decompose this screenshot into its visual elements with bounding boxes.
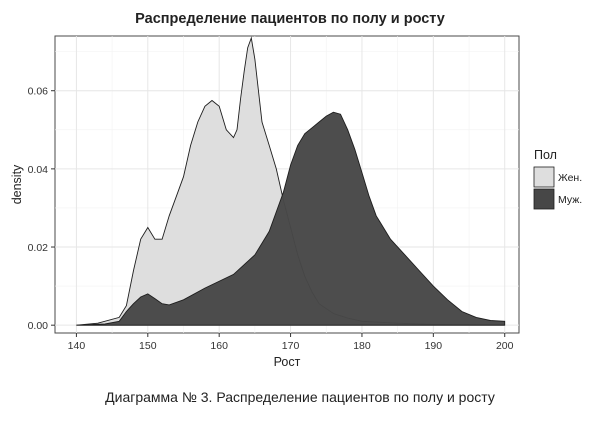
legend-label: Муж.	[558, 194, 582, 206]
axes: 140 150 160 170 180 190 200 0.00 0.02 0.04 0.06	[28, 86, 514, 352]
legend-swatch	[533, 166, 555, 188]
x-tick-label: 140	[68, 340, 86, 352]
x-tick-label: 170	[282, 340, 300, 352]
x-tick-label: 180	[353, 340, 371, 352]
y-tick-label: 0.04	[28, 164, 49, 176]
x-axis-title: Рост	[274, 355, 301, 369]
legend-title: Пол	[534, 148, 557, 162]
y-axis-title: density	[10, 164, 24, 204]
y-tick-label: 0.02	[28, 242, 49, 254]
chart-container: Распределение пациентов по полу и росту …	[10, 11, 582, 369]
x-tick-label: 200	[496, 340, 514, 352]
x-tick-label: 160	[210, 340, 228, 352]
y-tick-label: 0.00	[28, 320, 49, 332]
density-areas	[76, 36, 506, 326]
x-tick-label: 150	[139, 340, 157, 352]
density-area-male	[76, 111, 506, 326]
legend: Пол Жен. Муж.	[533, 148, 582, 210]
figure-caption: Диаграмма № 3. Распределение пациентов п…	[105, 389, 495, 405]
density-chart: Распределение пациентов по полу и росту …	[10, 11, 582, 369]
y-tick-label: 0.06	[28, 86, 49, 98]
x-tick-label: 190	[425, 340, 443, 352]
legend-swatch	[533, 188, 555, 210]
legend-label: Жен.	[558, 172, 582, 184]
chart-title: Распределение пациентов по полу и росту	[135, 11, 445, 27]
